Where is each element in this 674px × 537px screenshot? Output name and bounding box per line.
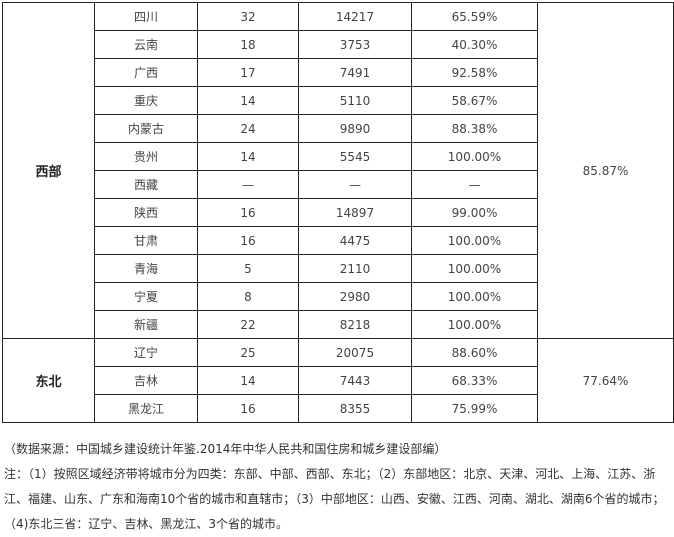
province-name: 贵州 xyxy=(94,142,198,171)
city-count: 16 xyxy=(197,198,299,227)
province-name: 辽宁 xyxy=(94,338,198,367)
percent-cell: — xyxy=(411,170,538,199)
table-row: 宁夏 8 2980 100.00% xyxy=(3,282,674,311)
city-count: — xyxy=(197,170,299,199)
table-row: 吉林 14 7443 68.33% xyxy=(3,366,674,395)
percent-cell: 99.00% xyxy=(411,198,538,227)
table-row: 广西 17 7491 92.58% xyxy=(3,58,674,87)
city-count: 14 xyxy=(197,366,299,395)
province-name: 内蒙古 xyxy=(94,114,198,143)
region-name: 东北 xyxy=(2,338,95,423)
percent-cell: 100.00% xyxy=(411,310,538,339)
notes: （数据来源：中国城乡建设统计年鉴.2014年中华人民共和国住房和城乡建设部编） … xyxy=(4,437,672,537)
percent-cell: 68.33% xyxy=(411,366,538,395)
value-cell: 8355 xyxy=(298,394,412,423)
percent-cell: 100.00% xyxy=(411,282,538,311)
province-name: 青海 xyxy=(94,254,198,283)
table-row: 甘肃 16 4475 100.00% xyxy=(3,226,674,255)
city-count: 25 xyxy=(197,338,299,367)
region-name: 西部 xyxy=(2,2,95,339)
value-cell: 7491 xyxy=(298,58,412,87)
province-name: 陕西 xyxy=(94,198,198,227)
table-row: 内蒙古 24 9890 88.38% xyxy=(3,114,674,143)
value-cell: 9890 xyxy=(298,114,412,143)
region-overall-percent: 85.87% xyxy=(537,2,674,339)
value-cell: 14217 xyxy=(298,2,412,31)
province-name: 宁夏 xyxy=(94,282,198,311)
table-row: 西部 四川 32 14217 65.59% 85.87% xyxy=(2,2,674,339)
value-cell: 4475 xyxy=(298,226,412,255)
province-name: 云南 xyxy=(94,30,198,59)
percent-cell: 88.60% xyxy=(411,338,538,367)
city-count: 14 xyxy=(197,142,299,171)
percent-cell: 88.38% xyxy=(411,114,538,143)
percent-cell: 100.00% xyxy=(411,142,538,171)
percent-cell: 65.59% xyxy=(411,2,538,31)
table-row: 贵州 14 5545 100.00% xyxy=(3,142,674,171)
table-row: 西藏 — — — xyxy=(3,170,674,199)
province-name: 西藏 xyxy=(94,170,198,199)
city-count: 16 xyxy=(197,226,299,255)
value-cell: 20075 xyxy=(298,338,412,367)
province-name: 广西 xyxy=(94,58,198,87)
percent-cell: 100.00% xyxy=(411,226,538,255)
region-overall-percent: 77.64% xyxy=(537,338,674,423)
province-name: 四川 xyxy=(94,2,198,31)
province-name: 新疆 xyxy=(94,310,198,339)
city-count: 5 xyxy=(197,254,299,283)
percent-cell: 75.99% xyxy=(411,394,538,423)
city-count: 18 xyxy=(197,30,299,59)
table-row: 陕西 16 14897 99.00% xyxy=(3,198,674,227)
city-count: 14 xyxy=(197,86,299,115)
city-data-table: 西部 四川 32 14217 65.59% 85.87% 云南 18 3753 40.30% 广西 1… xyxy=(2,2,674,423)
table-row: 云南 18 3753 40.30% xyxy=(3,30,674,59)
value-cell: 2110 xyxy=(298,254,412,283)
value-cell: 3753 xyxy=(298,30,412,59)
percent-cell: 100.00% xyxy=(411,254,538,283)
city-count: 32 xyxy=(197,2,299,31)
city-count: 16 xyxy=(197,394,299,423)
value-cell: 5110 xyxy=(298,86,412,115)
footnote: 注：（1）按照区域经济带将城市分为四类：东部、中部、西部、东北；（2）东部地区：… xyxy=(4,467,665,531)
city-count: 22 xyxy=(197,310,299,339)
value-cell: 2980 xyxy=(298,282,412,311)
value-cell: 5545 xyxy=(298,142,412,171)
table-row: 黑龙江 16 8355 75.99% xyxy=(3,394,674,423)
percent-cell: 58.67% xyxy=(411,86,538,115)
table-row: 青海 5 2110 100.00% xyxy=(3,254,674,283)
province-name: 黑龙江 xyxy=(94,394,198,423)
value-cell: 7443 xyxy=(298,366,412,395)
value-cell: 8218 xyxy=(298,310,412,339)
city-count: 8 xyxy=(197,282,299,311)
value-cell: 14897 xyxy=(298,198,412,227)
province-name: 重庆 xyxy=(94,86,198,115)
data-source-note: （数据来源：中国城乡建设统计年鉴.2014年中华人民共和国住房和城乡建设部编） xyxy=(4,442,447,456)
percent-cell: 40.30% xyxy=(411,30,538,59)
table-row: 重庆 14 5110 58.67% xyxy=(3,86,674,115)
city-count: 24 xyxy=(197,114,299,143)
value-cell: — xyxy=(298,170,412,199)
province-name: 甘肃 xyxy=(94,226,198,255)
city-count: 17 xyxy=(197,58,299,87)
province-name: 吉林 xyxy=(94,366,198,395)
percent-cell: 92.58% xyxy=(411,58,538,87)
table-row: 东北 辽宁 25 20075 88.60% 77.64% xyxy=(2,338,674,423)
